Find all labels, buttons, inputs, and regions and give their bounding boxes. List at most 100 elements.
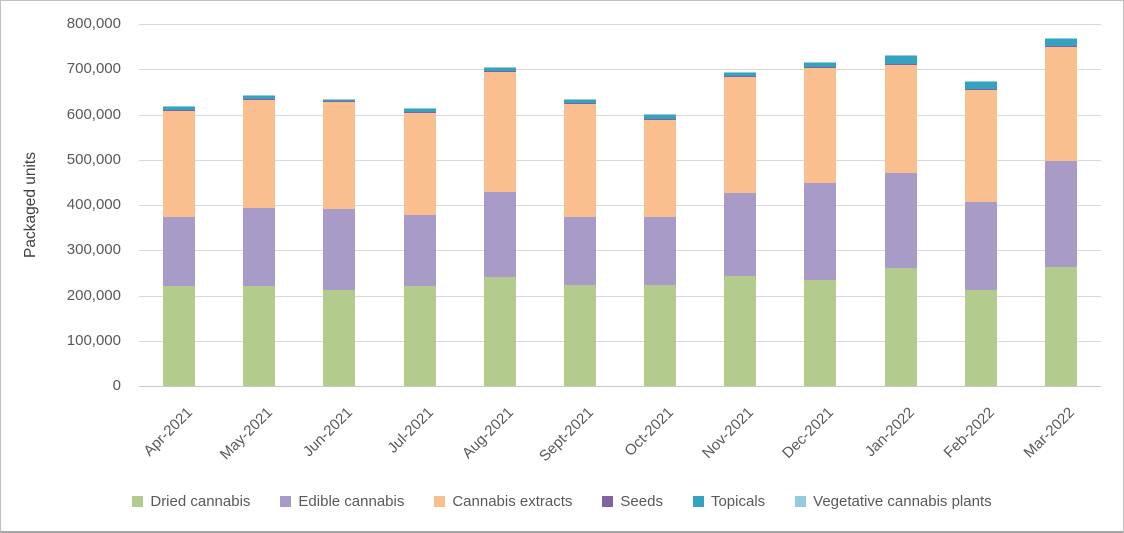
gridline xyxy=(139,69,1101,71)
bar-segment xyxy=(804,62,837,68)
gridline xyxy=(139,24,1101,25)
legend-color-swatch xyxy=(132,496,144,507)
x-axis-label: Mar-2022 xyxy=(1020,404,1078,462)
x-axis-label: Nov-2021 xyxy=(699,404,758,463)
legend-color-swatch xyxy=(795,496,807,507)
legend-item: Dried cannabis xyxy=(132,493,250,510)
legend-label: Vegetative cannabis plants xyxy=(813,493,992,510)
bar-segment xyxy=(884,64,917,174)
bar-segment xyxy=(964,89,997,203)
bar-segment xyxy=(884,173,917,269)
gridline xyxy=(139,295,1101,297)
bar-segment xyxy=(644,217,677,286)
bar-segment xyxy=(1044,266,1077,386)
x-axis-line xyxy=(139,386,1101,387)
y-axis-tick-label: 400,000 xyxy=(66,196,121,213)
x-axis-label: Apr-2021 xyxy=(140,404,197,460)
x-axis-label: Sept-2021 xyxy=(535,404,597,465)
bar-segment xyxy=(323,99,356,102)
bar-segment xyxy=(644,285,677,386)
legend-item: Topicals xyxy=(692,493,766,510)
y-axis-tick-label: 0 xyxy=(112,377,121,394)
bar-segment xyxy=(163,285,196,386)
legend-color-swatch xyxy=(692,496,704,507)
y-axis-tick-label: 700,000 xyxy=(66,60,121,78)
y-axis-tick-label: 300,000 xyxy=(66,241,121,259)
bar-segment xyxy=(563,99,596,103)
x-axis-label: Oct-2021 xyxy=(621,404,678,460)
bar-segment xyxy=(644,114,677,119)
bar-segment xyxy=(483,191,516,278)
legend-color-swatch xyxy=(280,496,292,507)
bar-segment xyxy=(323,209,356,291)
bar-segment xyxy=(964,81,997,83)
gridline xyxy=(139,114,1101,116)
legend-label: Dried cannabis xyxy=(150,493,251,510)
bar-segment xyxy=(243,95,276,100)
y-axis-tick-label: 800,000 xyxy=(66,15,121,32)
x-axis-label: Jun-2021 xyxy=(300,404,357,461)
bar-segment xyxy=(884,55,917,64)
bar-segment xyxy=(163,216,196,286)
legend-color-swatch xyxy=(434,496,446,507)
bar-segment xyxy=(964,82,997,89)
bar-segment xyxy=(724,276,757,386)
bar-segment xyxy=(724,192,757,277)
bar-segment xyxy=(563,284,596,386)
x-axis-label: Aug-2021 xyxy=(458,404,517,463)
bar-segment xyxy=(724,71,757,77)
bar-segment xyxy=(563,216,596,285)
y-axis-tick-label: 500,000 xyxy=(66,150,121,168)
bar-segment xyxy=(804,280,837,386)
legend-item: Cannabis extracts xyxy=(434,493,572,510)
bar-segment xyxy=(884,54,917,56)
bar-segment xyxy=(163,106,196,110)
legend-label: Cannabis extracts xyxy=(452,493,573,510)
gridline xyxy=(139,250,1101,252)
bar-segment xyxy=(964,290,997,386)
x-axis-label: Jul-2021 xyxy=(383,404,437,457)
y-axis-tick-label: 200,000 xyxy=(66,286,121,304)
bar-segment xyxy=(1044,39,1077,47)
x-axis-label: May-2021 xyxy=(217,404,277,464)
bar-segment xyxy=(483,277,516,386)
bar-segment xyxy=(403,215,436,286)
legend-label: Seeds xyxy=(620,493,663,510)
bar-segment xyxy=(964,202,997,291)
legend-item: Edible cannabis xyxy=(280,493,404,510)
bar-segment xyxy=(243,286,276,386)
bar-segment xyxy=(1044,46,1077,162)
bar-segment xyxy=(243,207,276,287)
x-axis-label: Dec-2021 xyxy=(779,404,838,463)
bar-segment xyxy=(563,103,596,217)
bar-segment xyxy=(724,76,757,193)
legend-item: Seeds xyxy=(602,493,663,510)
gridline xyxy=(139,159,1101,161)
legend-label: Edible cannabis xyxy=(298,493,405,510)
bar-segment xyxy=(323,290,356,386)
legend-item: Vegetative cannabis plants xyxy=(795,493,992,510)
gridline xyxy=(139,205,1101,206)
bar-segment xyxy=(804,67,837,183)
bar-segment xyxy=(1044,38,1077,40)
bar-segment xyxy=(323,101,356,210)
bar-segment xyxy=(1044,161,1077,267)
bar-segment xyxy=(644,119,677,218)
y-axis-tick-label: 600,000 xyxy=(66,105,121,123)
legend-label: Topicals xyxy=(710,493,766,510)
x-axis-label: Jan-2022 xyxy=(861,404,918,461)
bar-segment xyxy=(163,109,196,217)
bar-segment xyxy=(243,99,276,208)
bar-segment xyxy=(483,71,516,192)
legend: Dried cannabis Edible cannabis Cannabis ex… xyxy=(1,493,1123,510)
gridline xyxy=(139,340,1101,342)
bar-segment xyxy=(403,112,436,216)
y-axis-tick-label: 100,000 xyxy=(66,331,121,349)
bar-segment xyxy=(804,182,837,281)
bar-segment xyxy=(884,268,917,386)
legend-color-swatch xyxy=(602,496,614,507)
bar-segment xyxy=(403,108,436,113)
x-axis-label: Feb-2022 xyxy=(940,404,998,462)
bar-segment xyxy=(483,67,516,72)
